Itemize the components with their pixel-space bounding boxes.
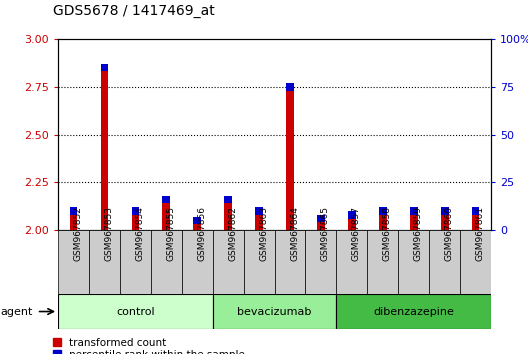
Bar [286,83,294,91]
FancyBboxPatch shape [58,230,89,294]
Bar [379,207,386,230]
Text: GSM967864: GSM967864 [290,206,299,261]
Bar [70,207,78,215]
Text: GSM967859: GSM967859 [414,206,423,261]
FancyBboxPatch shape [182,230,213,294]
FancyBboxPatch shape [336,230,367,294]
FancyBboxPatch shape [213,230,243,294]
Bar [193,217,201,224]
Text: GSM967858: GSM967858 [383,206,392,261]
Bar [255,207,263,230]
Text: agent: agent [0,307,32,316]
Bar [348,211,356,219]
FancyBboxPatch shape [460,230,491,294]
Bar [348,211,356,230]
Text: GSM967861: GSM967861 [476,206,485,261]
Text: dibenzazepine: dibenzazepine [373,307,454,316]
Text: GSM967865: GSM967865 [321,206,330,261]
Bar [163,196,170,230]
FancyBboxPatch shape [275,230,306,294]
FancyBboxPatch shape [120,230,151,294]
Bar [101,64,108,72]
FancyBboxPatch shape [429,230,460,294]
Bar [286,83,294,230]
Bar [163,196,170,203]
FancyBboxPatch shape [213,294,336,329]
Text: control: control [116,307,155,316]
Text: GSM967856: GSM967856 [197,206,206,261]
FancyBboxPatch shape [243,230,275,294]
FancyBboxPatch shape [151,230,182,294]
Bar [70,207,78,230]
Text: GSM967855: GSM967855 [166,206,175,261]
Bar [317,215,325,222]
Text: GDS5678 / 1417469_at: GDS5678 / 1417469_at [53,4,214,18]
Bar [441,207,448,215]
Bar [317,215,325,230]
Bar [131,207,139,215]
Text: bevacizumab: bevacizumab [238,307,312,316]
Bar [224,196,232,230]
Text: GSM967863: GSM967863 [259,206,268,261]
Text: GSM967860: GSM967860 [445,206,454,261]
FancyBboxPatch shape [336,294,491,329]
FancyBboxPatch shape [306,230,336,294]
Bar [255,207,263,215]
Bar [131,207,139,230]
Bar [410,207,418,230]
Bar [101,64,108,230]
Bar [193,217,201,230]
FancyBboxPatch shape [58,294,213,329]
FancyBboxPatch shape [89,230,120,294]
Text: GSM967857: GSM967857 [352,206,361,261]
Text: GSM967852: GSM967852 [73,206,82,261]
Text: GSM967854: GSM967854 [135,206,144,261]
Bar [379,207,386,215]
Text: GSM967862: GSM967862 [228,206,237,261]
Bar [441,207,448,230]
Bar [472,207,479,230]
Bar [410,207,418,215]
FancyBboxPatch shape [398,230,429,294]
Bar [472,207,479,215]
Legend: transformed count, percentile rank within the sample: transformed count, percentile rank withi… [53,338,246,354]
FancyBboxPatch shape [367,230,398,294]
Text: GSM967853: GSM967853 [105,206,114,261]
Bar [224,196,232,203]
